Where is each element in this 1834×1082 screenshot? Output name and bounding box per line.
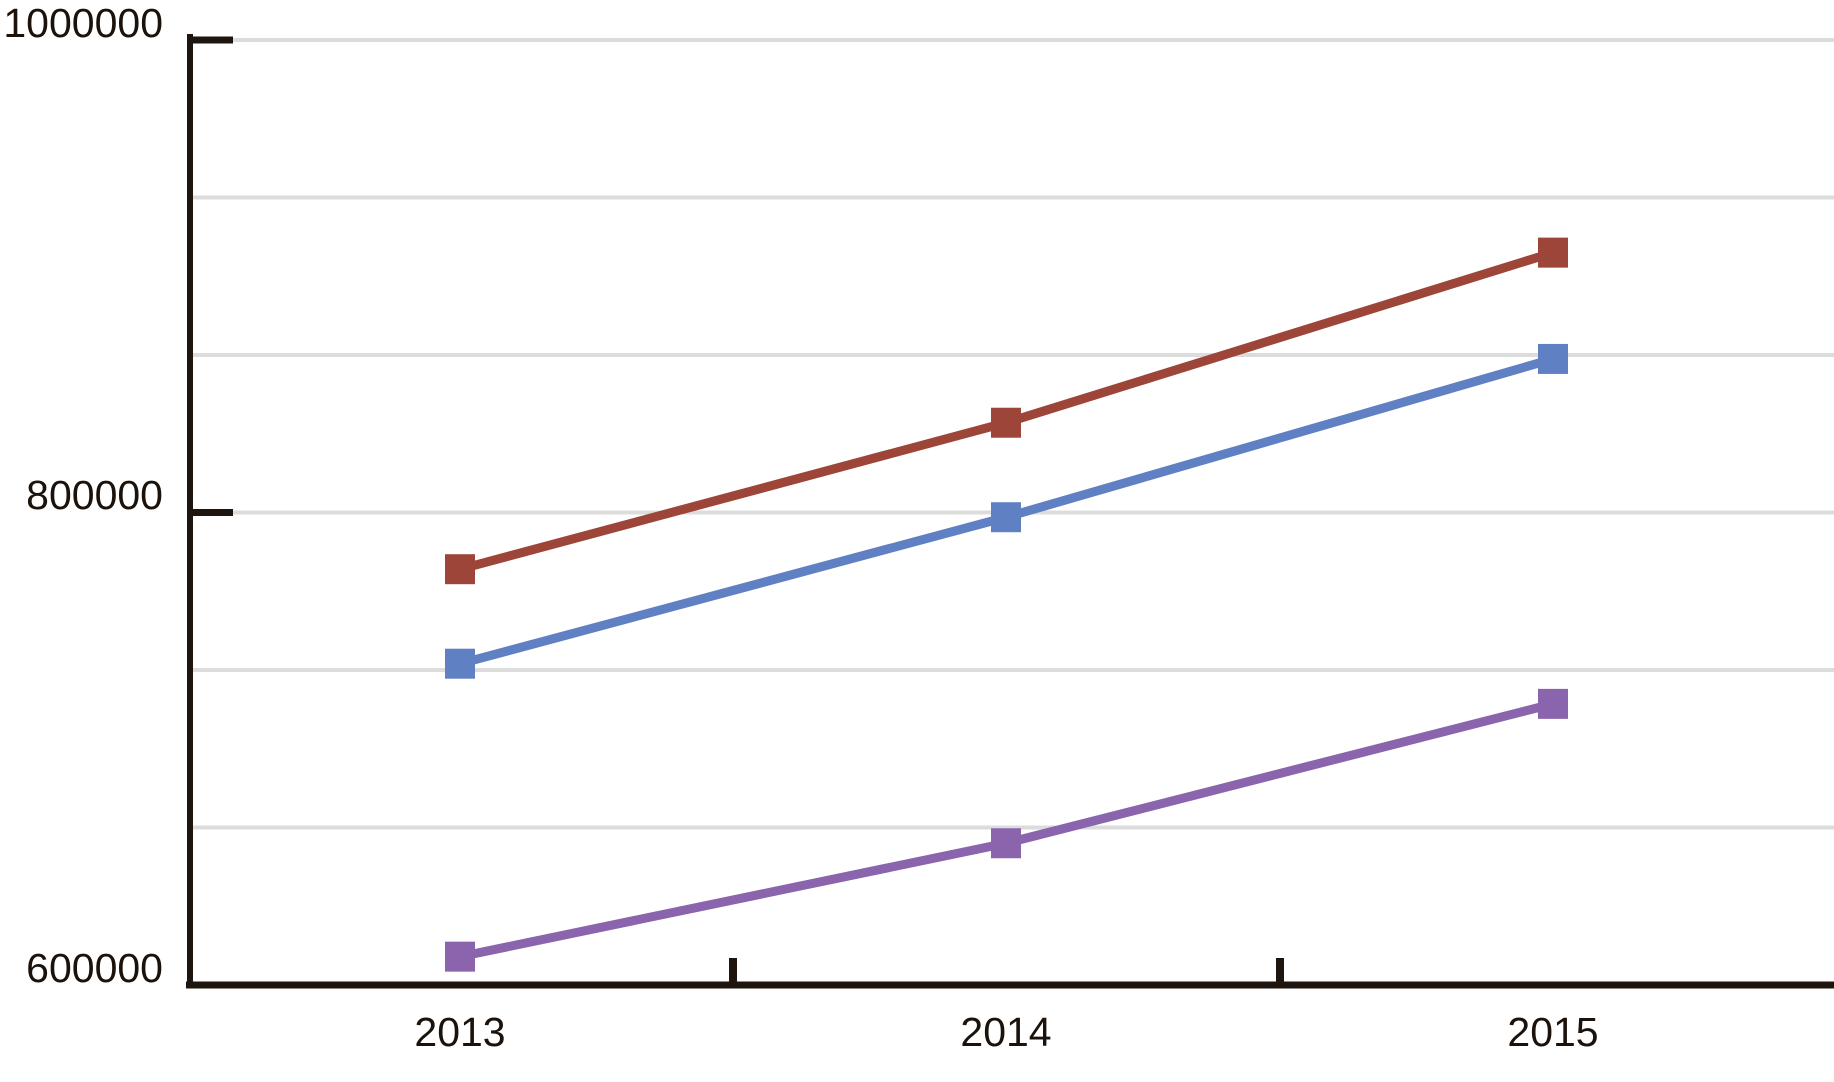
y-axis-tick-label: 800000 <box>26 472 163 518</box>
x-axis-category-label: 2014 <box>960 1009 1052 1055</box>
red-series-marker <box>991 407 1021 438</box>
purple-series-marker <box>445 941 475 972</box>
y-axis-tick-label: 600000 <box>26 945 163 991</box>
x-axis-category-label: 2013 <box>414 1009 506 1055</box>
y-axis-tick-label: 1000000 <box>3 0 163 46</box>
purple-series-marker <box>991 828 1021 859</box>
purple-series-marker <box>1538 688 1568 719</box>
red-series-marker <box>445 554 475 585</box>
red-series-marker <box>1538 237 1568 268</box>
x-axis-category-label: 2015 <box>1507 1009 1599 1055</box>
blue-series-marker <box>991 502 1021 533</box>
blue-series-marker <box>1538 343 1568 374</box>
blue-series-marker <box>445 648 475 679</box>
